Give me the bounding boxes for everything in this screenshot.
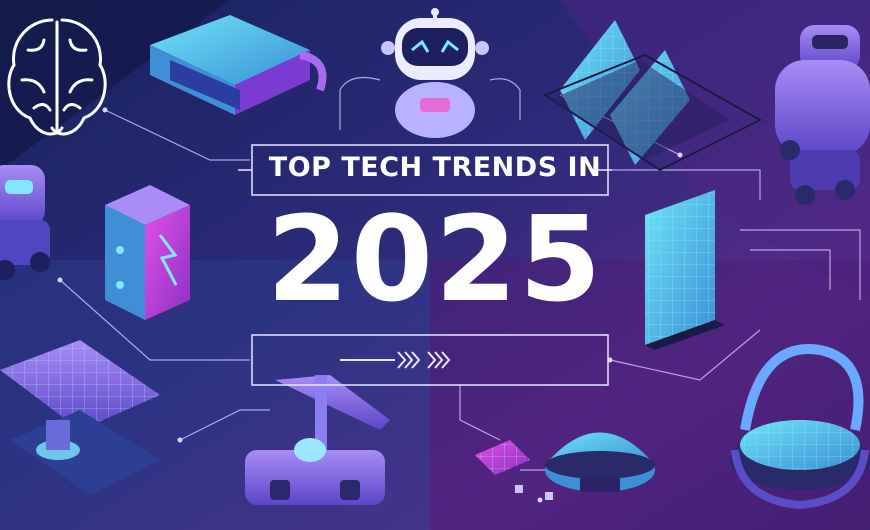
- robotic-arm-icon: [245, 375, 390, 505]
- chip-icon: [475, 440, 553, 500]
- solar-panel-icon: [542, 20, 763, 172]
- hologram-dome-icon: [730, 344, 870, 510]
- solar-panel-array-icon: [645, 190, 725, 350]
- brain-icon: [7, 18, 107, 136]
- drone-icon: [545, 432, 655, 492]
- battery-cell-icon: [105, 185, 190, 320]
- robot-head-icon: [381, 8, 489, 138]
- circuit-lines: [59, 77, 861, 471]
- solar-panel-bottom-icon: [0, 340, 160, 495]
- chevron-arrows-icon: [340, 351, 451, 369]
- vr-headset-icon: [150, 15, 327, 115]
- humanoid-robot-icon: [775, 25, 870, 205]
- rover-robot-icon: [0, 165, 50, 280]
